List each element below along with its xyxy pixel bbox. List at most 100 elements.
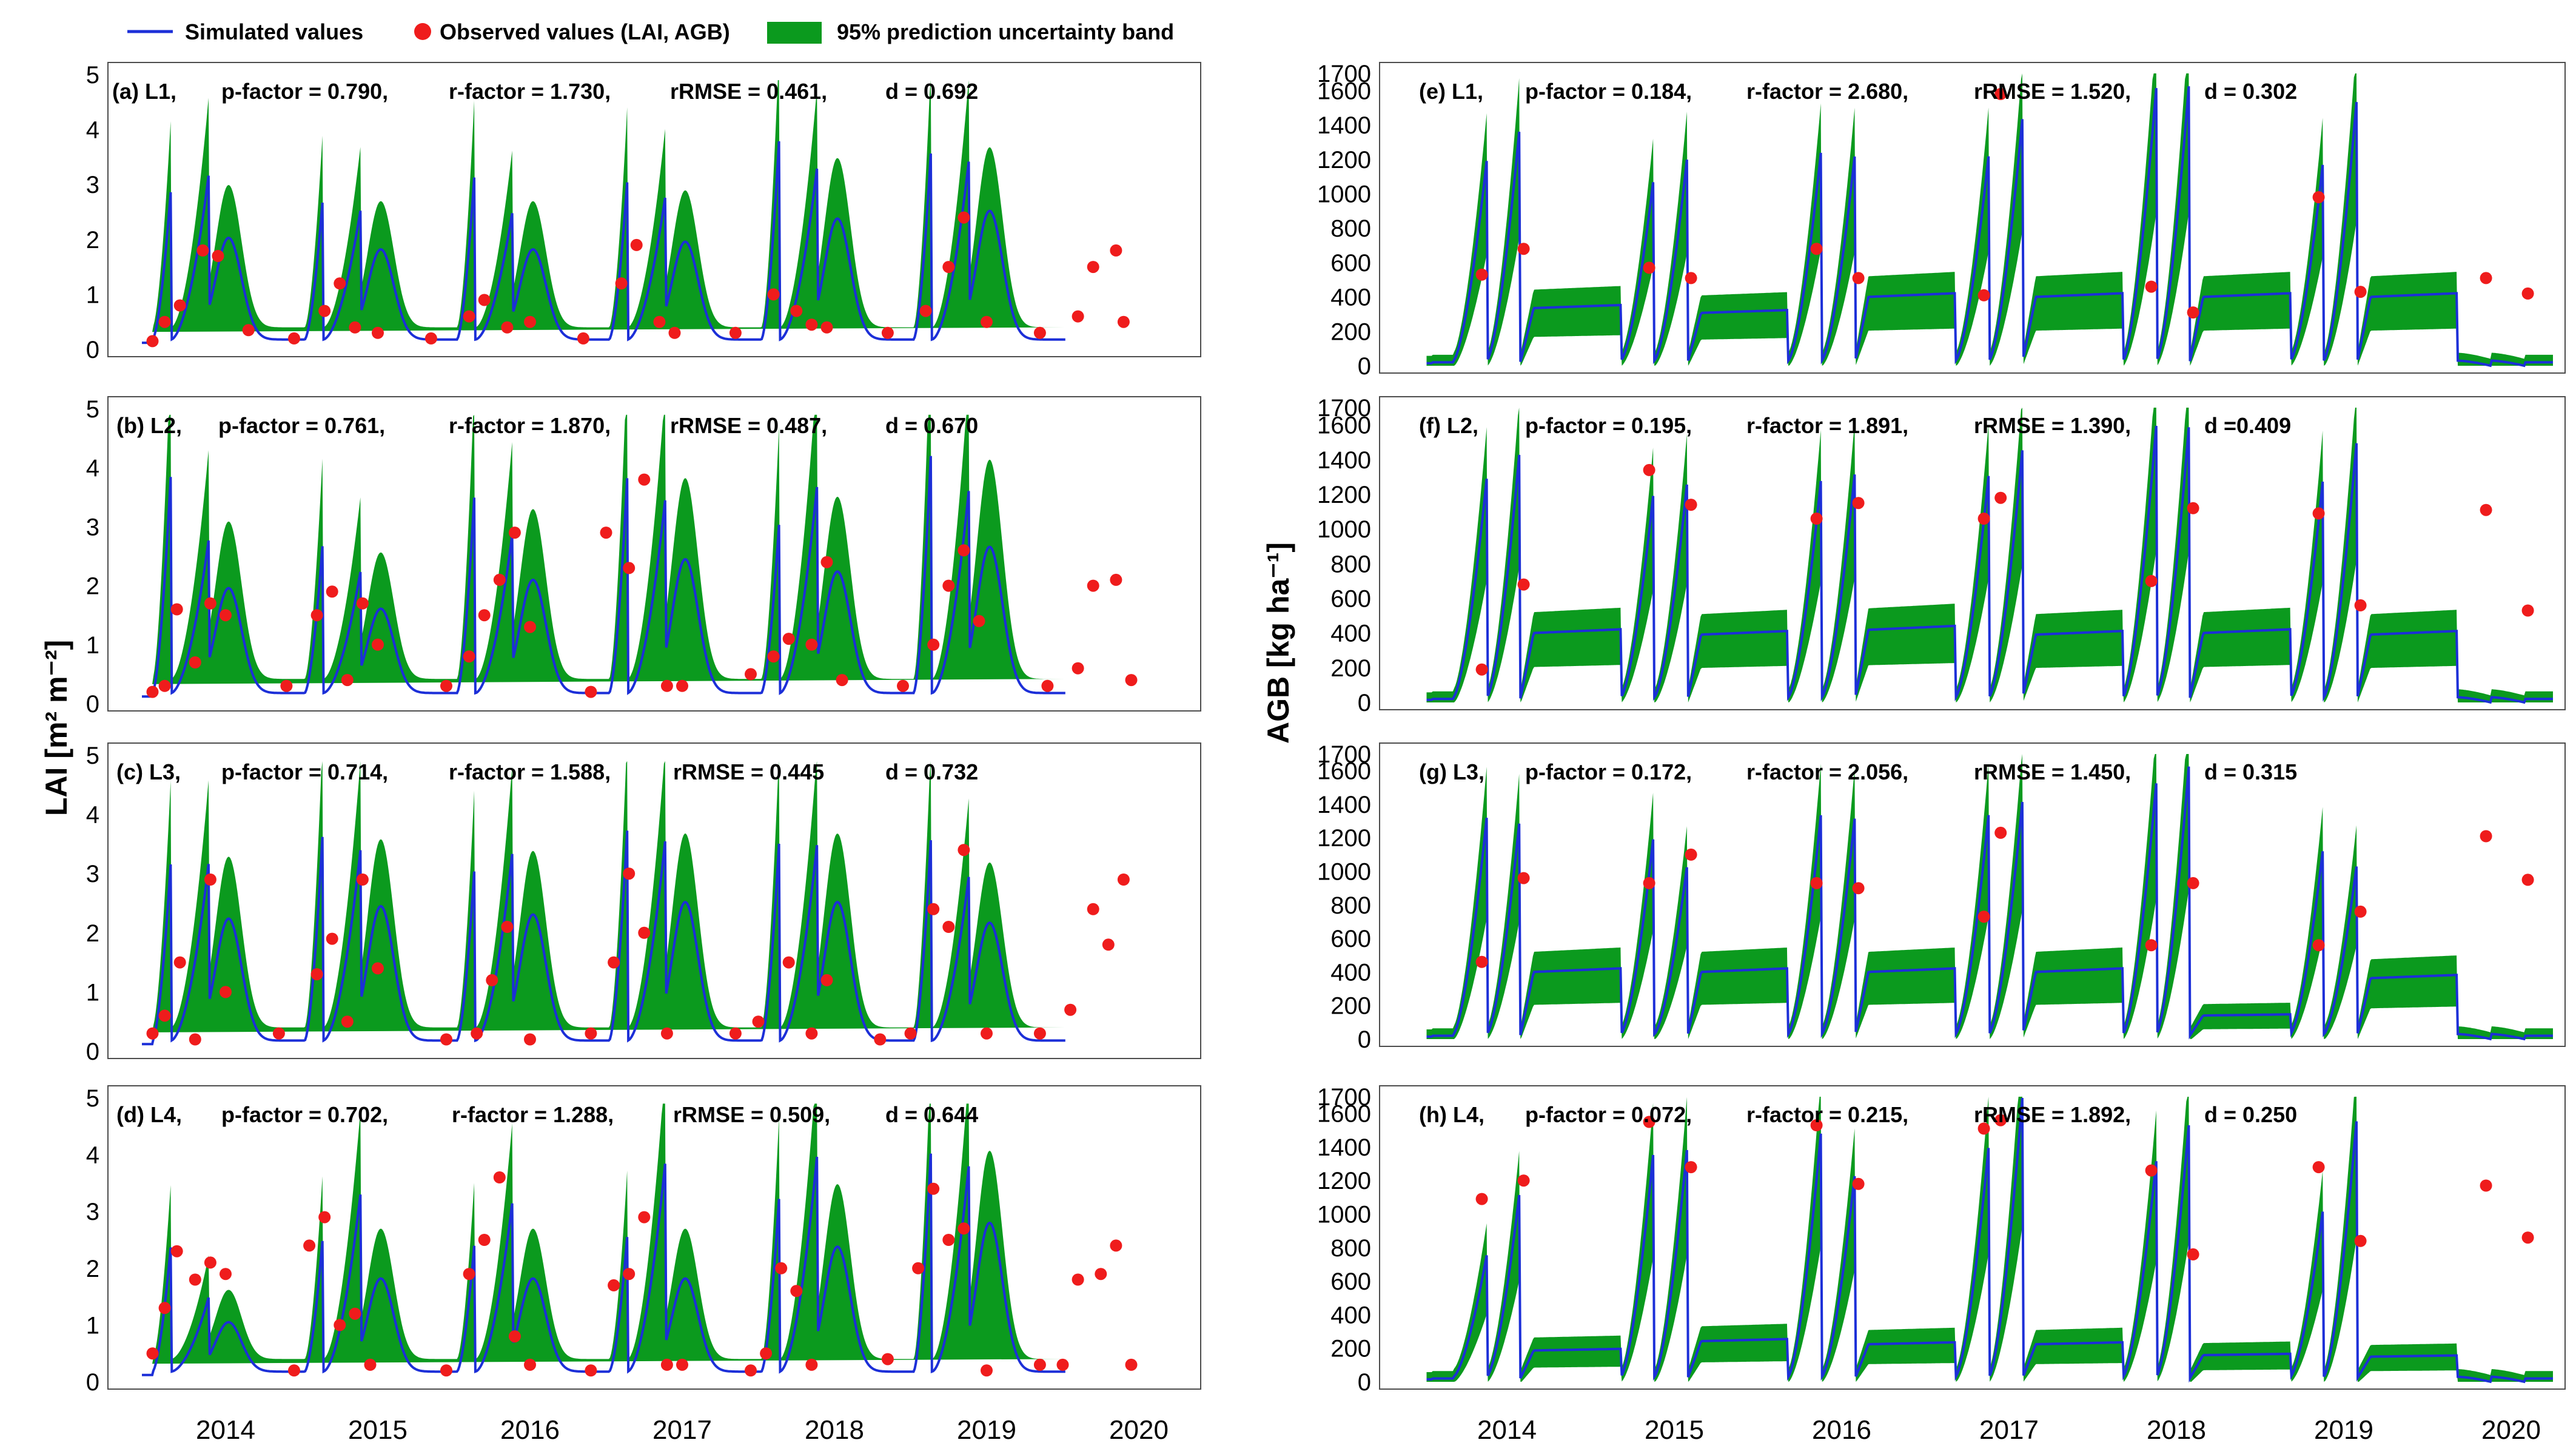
y-tick-label: 0 xyxy=(86,691,99,718)
p-factor: p-factor = 0.714, xyxy=(221,759,388,784)
observed-point xyxy=(326,585,338,598)
observed-point xyxy=(1517,243,1530,255)
uncertainty-band xyxy=(142,761,1065,1032)
legend-simulated-label: Simulated values xyxy=(185,19,363,44)
observed-point xyxy=(220,1268,232,1281)
y-tick-label: 3 xyxy=(86,861,99,887)
observed-point xyxy=(334,277,346,290)
d-index: d = 0.670 xyxy=(885,413,978,438)
observed-point xyxy=(805,318,818,331)
y-tick-label: 3 xyxy=(86,514,99,540)
observed-point xyxy=(478,609,491,622)
p-factor: p-factor = 0.702, xyxy=(221,1102,388,1127)
d-index: d = 0.250 xyxy=(2204,1102,2297,1127)
observed-point xyxy=(158,1009,171,1022)
observed-point xyxy=(189,1033,201,1046)
simulated-line xyxy=(142,456,1065,698)
observed-point xyxy=(638,1211,651,1223)
observed-point xyxy=(1643,463,1655,476)
observed-point xyxy=(927,903,940,915)
observed-point xyxy=(775,1262,788,1274)
simulated-line xyxy=(142,830,1065,1046)
observed-point xyxy=(1475,955,1488,968)
y-tick-label: 0 xyxy=(1358,353,1371,380)
observed-point xyxy=(1117,315,1130,328)
observed-point xyxy=(349,1307,361,1320)
panels: 0 1 2 3 4 5 (a) L1, p-factor = 0.790, r-factor =… xyxy=(86,61,2566,1396)
observed-point xyxy=(729,326,742,339)
observed-point xyxy=(585,1027,597,1040)
observed-point xyxy=(1994,88,2007,100)
panel-label: (g) L3, xyxy=(1419,759,1484,784)
simulated-line xyxy=(1426,86,2553,368)
year-tick: 2020 xyxy=(2481,1415,2541,1445)
observed-point xyxy=(220,986,232,998)
observed-point xyxy=(1852,497,1865,510)
observed-point xyxy=(524,1033,536,1046)
observed-point xyxy=(2480,503,2492,516)
observed-point xyxy=(2312,1161,2325,1174)
observed-point xyxy=(173,299,186,312)
observed-point xyxy=(170,1245,183,1257)
observed-point xyxy=(1643,261,1655,274)
observed-point xyxy=(981,1027,993,1040)
d-index: d = 0.644 xyxy=(885,1102,978,1127)
p-factor: p-factor = 0.195, xyxy=(1525,413,1692,438)
observed-point xyxy=(660,1027,673,1040)
observed-point xyxy=(1517,578,1530,591)
legend-observed-marker xyxy=(414,23,431,40)
observed-point xyxy=(1685,1161,1697,1174)
observed-point xyxy=(303,1239,316,1252)
observed-point xyxy=(2187,502,2199,514)
uncertainty-band xyxy=(1426,408,2553,702)
observed-point xyxy=(942,1234,955,1246)
x-axis-years-left: 2014 2015 2016 2017 2018 2019 2020 xyxy=(196,1415,1169,1445)
y-tick-label: 1600 xyxy=(1317,1101,1371,1128)
observed-point xyxy=(310,968,323,981)
p-factor: p-factor = 0.184, xyxy=(1525,79,1692,104)
observed-point xyxy=(2354,1234,2367,1247)
observed-point xyxy=(805,1358,818,1371)
observed-point xyxy=(1064,1003,1077,1016)
y-tick-label: 1000 xyxy=(1317,859,1371,886)
y-tick-label: 800 xyxy=(1330,892,1371,919)
p-factor: p-factor = 0.172, xyxy=(1525,759,1692,784)
y-tick-label: 200 xyxy=(1330,993,1371,1020)
observed-point xyxy=(1475,1193,1488,1205)
observed-point xyxy=(1994,826,2007,839)
d-index: d = 0.732 xyxy=(885,759,978,784)
observed-point xyxy=(2480,1179,2492,1192)
observed-point xyxy=(508,527,521,539)
year-tick: 2018 xyxy=(2147,1415,2206,1445)
observed-point xyxy=(356,597,369,610)
observed-point xyxy=(341,1015,354,1028)
simulated-line xyxy=(1426,425,2553,704)
observed-point xyxy=(874,1033,887,1046)
observed-point xyxy=(638,473,651,486)
y-tick-label: 800 xyxy=(1330,1235,1371,1262)
y-tick-label: 200 xyxy=(1330,655,1371,682)
observed-point xyxy=(745,1364,757,1377)
observed-point xyxy=(349,321,361,334)
observed-point xyxy=(1977,289,1990,301)
observed-point xyxy=(608,956,620,969)
d-index: d = 0.692 xyxy=(885,79,978,104)
observed-point xyxy=(1852,882,1865,895)
uncertainty-band xyxy=(142,414,1065,684)
observed-point xyxy=(478,1234,491,1246)
y-tick-label: 3 xyxy=(86,1199,99,1225)
observed-point xyxy=(760,1347,773,1360)
y-tick-label: 1400 xyxy=(1317,792,1371,818)
observed-point xyxy=(1041,679,1054,692)
observed-point xyxy=(1643,1116,1655,1128)
observed-point xyxy=(2354,286,2367,298)
observed-point xyxy=(623,1268,636,1281)
observed-point xyxy=(524,315,536,328)
y-tick-label: 400 xyxy=(1330,284,1371,311)
y-tick-label: 4 xyxy=(86,1142,99,1169)
observed-point xyxy=(752,1015,765,1028)
observed-point xyxy=(1117,873,1130,886)
year-tick: 2016 xyxy=(1812,1415,1871,1445)
observed-point xyxy=(2521,873,2534,886)
